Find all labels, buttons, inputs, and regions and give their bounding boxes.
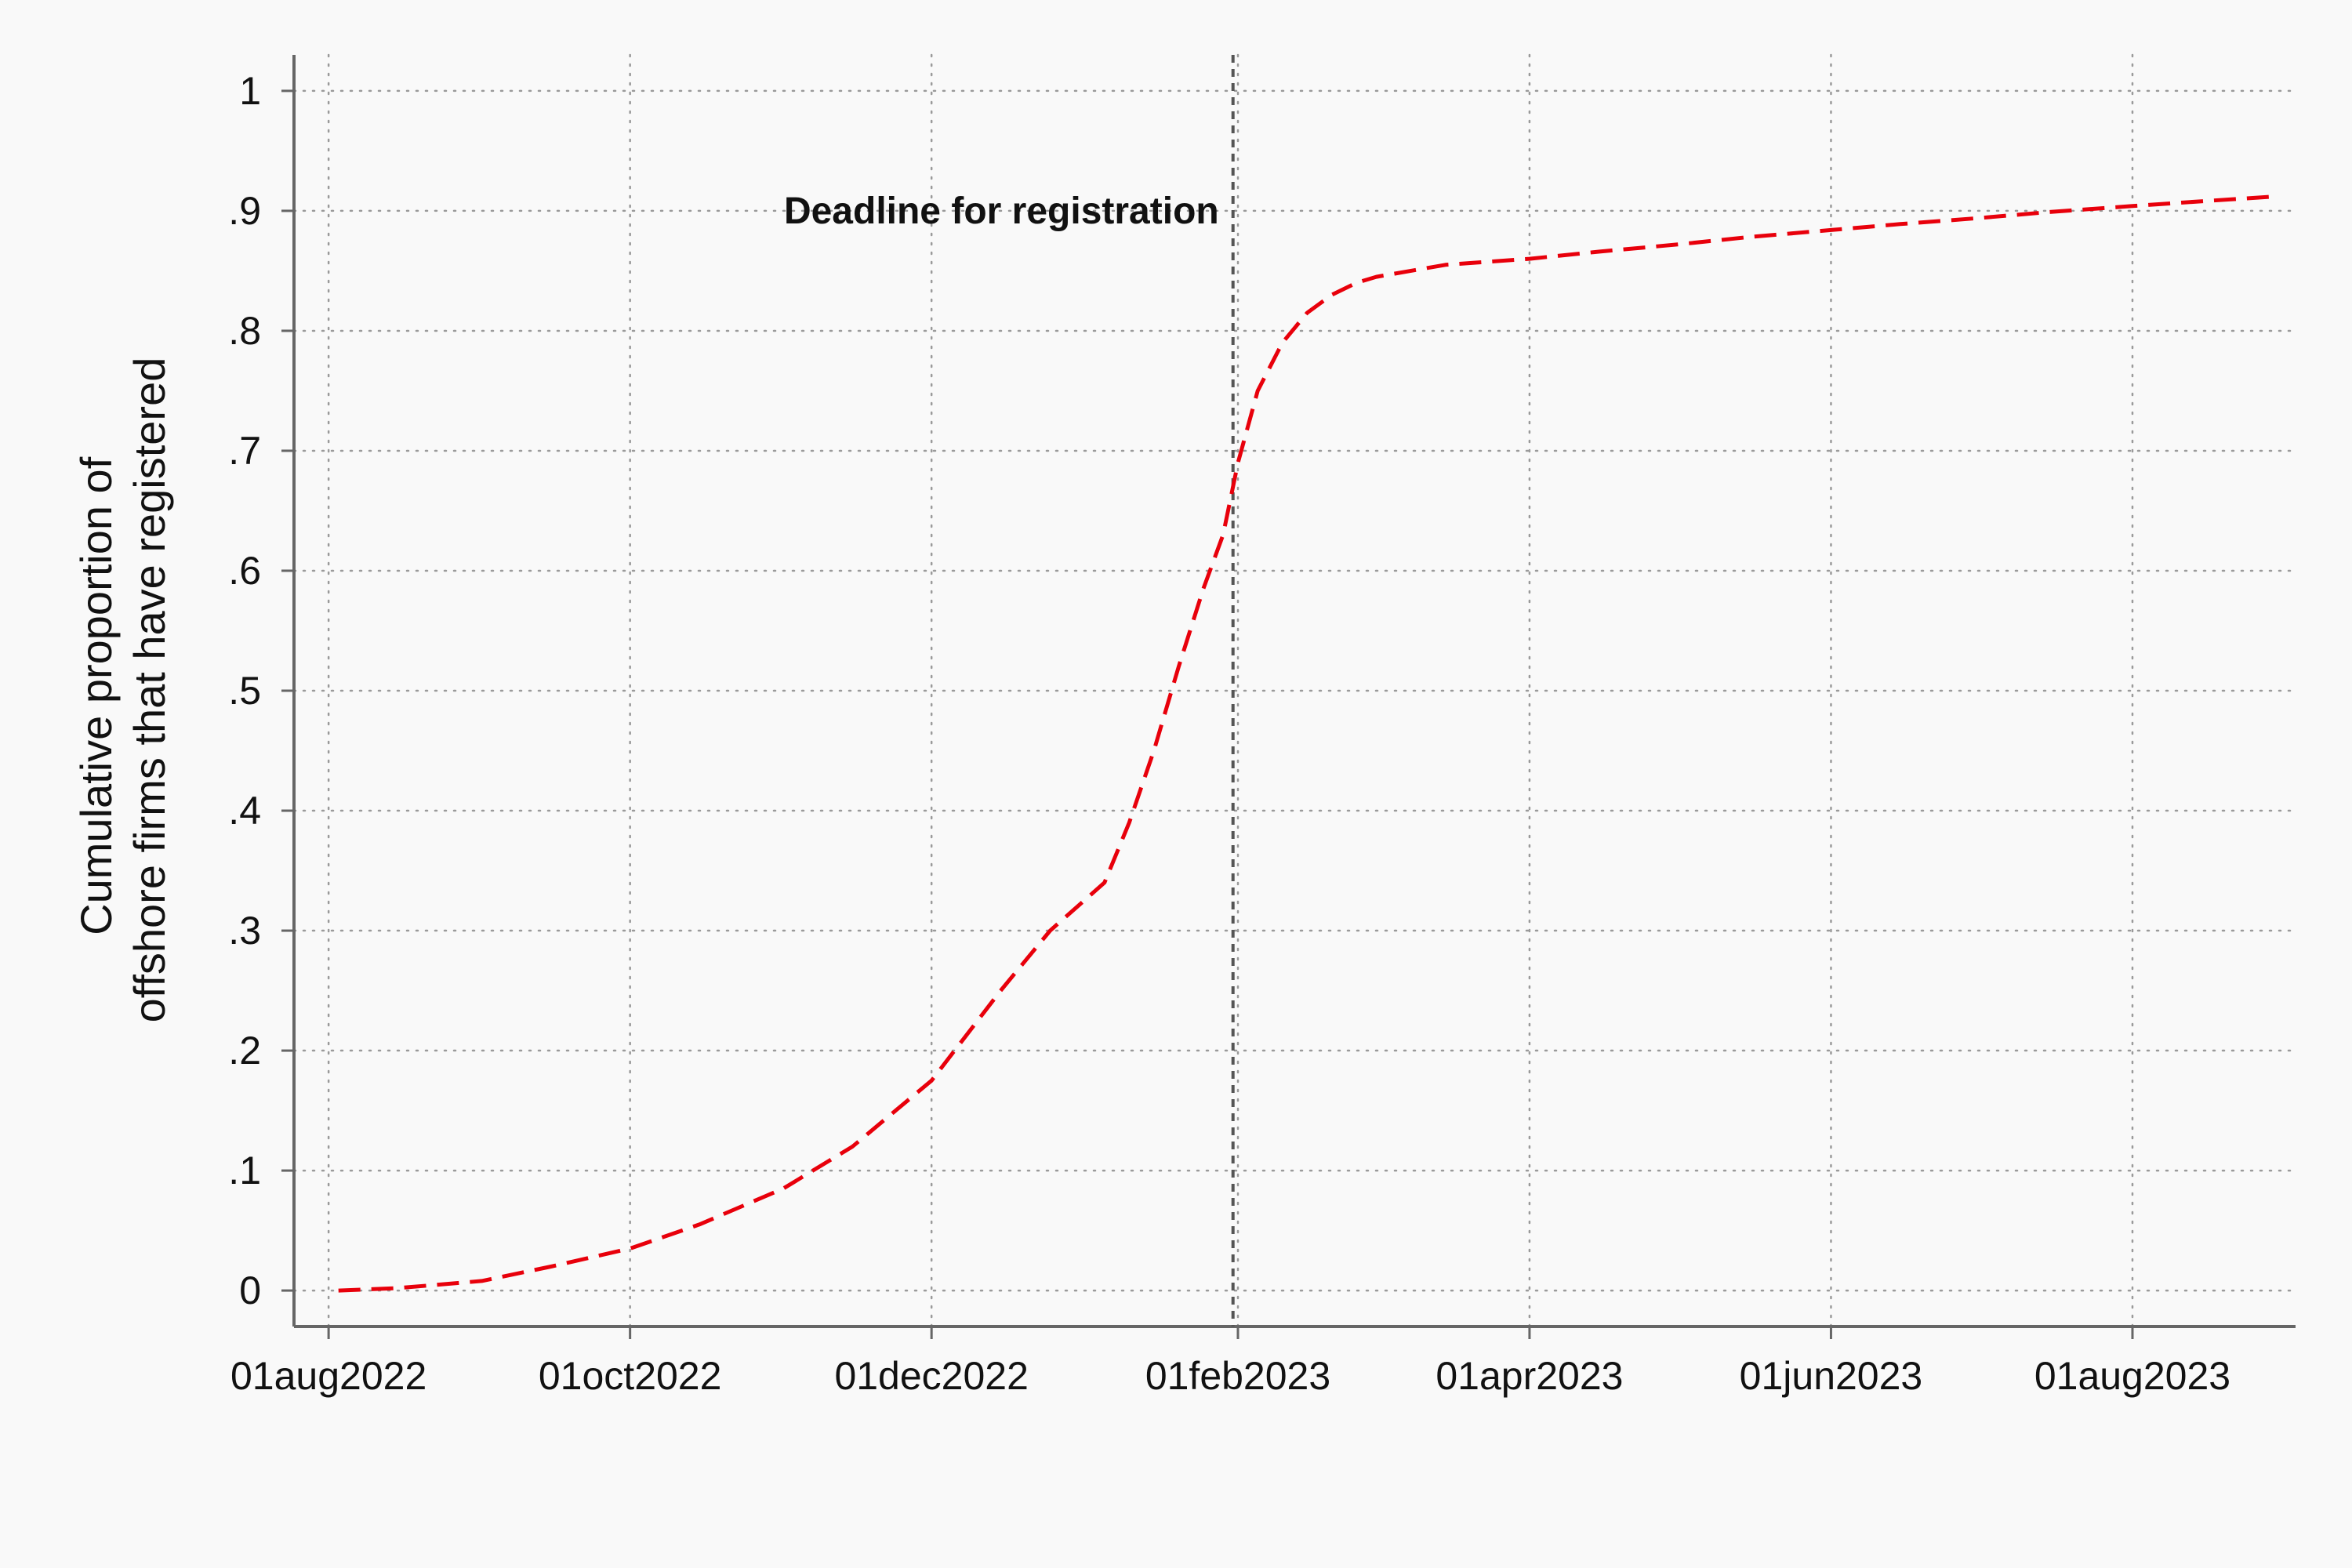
deadline-label: Deadline for registration bbox=[784, 191, 1219, 232]
x-tick-label: 01jun2023 bbox=[1740, 1354, 1923, 1398]
y-tick-label: .8 bbox=[228, 309, 261, 353]
x-tick-label: 01oct2022 bbox=[539, 1354, 722, 1398]
y-axis-title-line-1: Cumulative proportion of bbox=[71, 456, 121, 935]
y-tick-label: .5 bbox=[228, 669, 261, 713]
y-tick-label: .1 bbox=[228, 1149, 261, 1192]
x-tick-label: 01aug2022 bbox=[230, 1354, 426, 1398]
series-line bbox=[338, 194, 2276, 1293]
x-tick-label: 01apr2023 bbox=[1436, 1354, 1623, 1398]
y-tick-label: 1 bbox=[239, 69, 261, 113]
grid-lines bbox=[292, 53, 2297, 1328]
y-tick-label: 0 bbox=[239, 1269, 261, 1312]
y-tick-label: .3 bbox=[228, 909, 261, 953]
y-tick-label: .4 bbox=[228, 789, 261, 833]
y-tick-label: .9 bbox=[228, 189, 261, 233]
deadline-reference: Deadline for registration bbox=[784, 55, 1235, 1327]
y-tick-label: .7 bbox=[228, 429, 261, 473]
x-tick-label: 01feb2023 bbox=[1145, 1354, 1330, 1398]
y-axis-title: Cumulative proportion of offshore firms … bbox=[71, 358, 174, 1023]
y-ticks: 0 .1 .2 .3 .4 .5 .6 .7 .8 .9 1 bbox=[228, 69, 294, 1312]
y-tick-label: .6 bbox=[228, 549, 261, 593]
y-axis-title-line-2: offshore firms that have registered bbox=[125, 358, 174, 1023]
x-tick-label: 01aug2023 bbox=[2034, 1354, 2230, 1398]
x-tick-label: 01dec2022 bbox=[834, 1354, 1028, 1398]
x-ticks: 01aug2022 01oct2022 01dec2022 01feb2023 01ap… bbox=[230, 1327, 2230, 1398]
y-tick-label: .2 bbox=[228, 1029, 261, 1073]
